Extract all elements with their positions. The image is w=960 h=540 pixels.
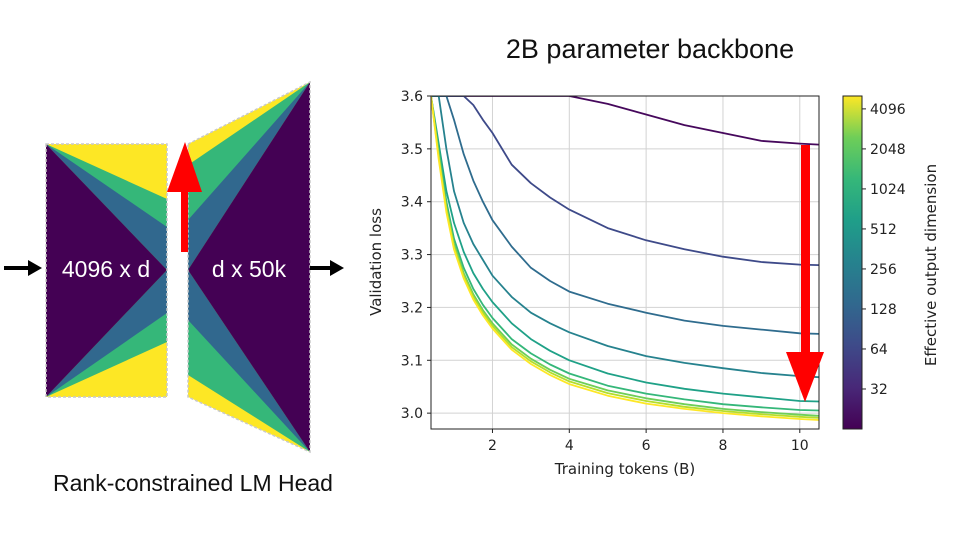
series-line-128 (431, 96, 819, 379)
x-tick-label: 6 (642, 438, 651, 454)
y-tick-label: 3.5 (401, 142, 423, 158)
colorbar-tick-label: 64 (870, 342, 888, 358)
series-line-16 (431, 96, 819, 146)
series-line-64 (431, 96, 819, 335)
series-line-512 (431, 96, 819, 412)
colorbar-tick-label: 512 (870, 222, 897, 238)
y-tick-label: 3.2 (401, 300, 423, 316)
y-tick-label: 3.4 (401, 195, 423, 211)
y-axis-label: Validation loss (367, 208, 385, 316)
y-tick-label: 3.3 (401, 248, 423, 264)
series-line-1024 (431, 96, 819, 417)
colorbar (842, 95, 863, 430)
left-matrix-label: 4096 x d (62, 256, 150, 282)
lm-head-diagram: 4096 x d d x 50k (4, 80, 344, 454)
loss-decrease-arrow (786, 145, 824, 402)
colorbar-tick-label: 1024 (870, 182, 906, 198)
colorbar-label: Effective output dimension (922, 164, 940, 366)
output-arrow (310, 260, 344, 276)
colorbar-tick-label: 32 (870, 382, 888, 398)
input-arrow (4, 260, 42, 276)
colorbar-tick-label: 256 (870, 262, 897, 278)
series-line-32 (431, 96, 819, 266)
right-matrix-label: d x 50k (212, 256, 287, 282)
right-matrix (188, 82, 310, 452)
colorbar-tick-label: 128 (870, 302, 897, 318)
colorbar-tick-label: 2048 (870, 142, 906, 158)
x-tick-label: 2 (488, 438, 497, 454)
left-matrix (46, 144, 167, 397)
y-tick-label: 3.0 (401, 406, 423, 422)
series-line-4096 (431, 96, 819, 421)
x-tick-label: 8 (718, 438, 727, 454)
x-axis-label: Training tokens (B) (554, 460, 695, 478)
colorbar-tick-label: 4096 (870, 102, 906, 118)
x-tick-label: 4 (565, 438, 574, 454)
chart-title: 2B parameter backbone (505, 34, 795, 64)
x-tick-label: 10 (791, 438, 809, 454)
y-tick-label: 3.6 (401, 89, 423, 105)
y-tick-label: 3.1 (401, 353, 423, 369)
series-line-2048 (431, 96, 819, 419)
rank-increase-arrow (167, 142, 202, 252)
diagram-caption: Rank-constrained LM Head (53, 470, 333, 496)
series-line-256 (431, 96, 819, 403)
